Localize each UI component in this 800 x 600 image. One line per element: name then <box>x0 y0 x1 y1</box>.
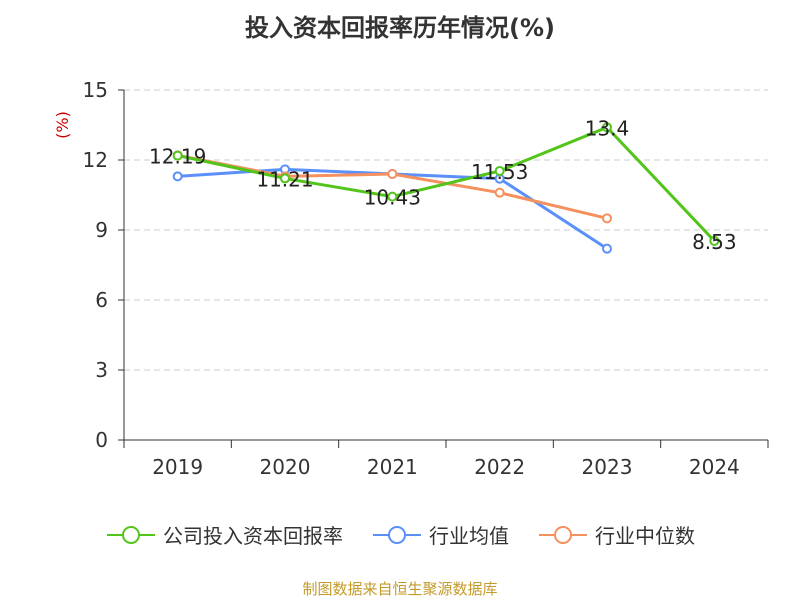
data-label: 11.21 <box>256 167 313 191</box>
y-tick-label: 3 <box>95 358 108 382</box>
data-label: 10.43 <box>364 186 421 210</box>
legend-swatch-company <box>107 525 155 544</box>
x-tick-label: 2024 <box>689 455 740 479</box>
legend-label-company: 公司投入资本回报率 <box>163 524 343 548</box>
data-label: 13.4 <box>585 116 630 140</box>
chart-title: 投入资本回报率历年情况(%) <box>245 14 555 42</box>
data-point <box>602 213 612 224</box>
data-point <box>172 171 183 182</box>
legend: 公司投入资本回报率 行业均值 行业中位数 <box>0 520 800 549</box>
y-tick-label: 0 <box>95 428 108 452</box>
gridlines <box>124 89 768 371</box>
y-tick-label: 15 <box>83 78 108 102</box>
data-label: 11.53 <box>471 160 528 184</box>
legend-label-industry-mean: 行业均值 <box>429 524 509 548</box>
data-point <box>709 235 720 246</box>
legend-swatch-industry-median <box>539 525 587 544</box>
x-tick-label: 2021 <box>367 455 418 479</box>
y-tick-label: 12 <box>83 148 108 172</box>
data-point <box>172 150 183 161</box>
data-point <box>494 165 505 176</box>
data-point <box>494 187 505 198</box>
legend-item-industry-mean[interactable]: 行业均值 <box>371 520 509 549</box>
series-line <box>177 125 716 242</box>
series-lines <box>172 122 720 254</box>
data-label: 12.19 <box>149 145 206 169</box>
y-tick-label: 9 <box>95 218 108 242</box>
data-point <box>602 243 612 254</box>
source-note: 制图数据来自恒生聚源数据库 <box>302 580 498 598</box>
y-axis-label: (%) <box>53 111 72 139</box>
x-tick-label: 2022 <box>474 455 525 479</box>
x-tick-label: 2023 <box>582 455 633 479</box>
legend-label-industry-median: 行业中位数 <box>595 524 695 548</box>
legend-item-company[interactable]: 公司投入资本回报率 <box>105 520 343 549</box>
data-label: 8.53 <box>692 230 737 254</box>
axes: 0 3 6 9 12 15 2019 2020 2021 2022 2023 2024 <box>83 78 769 479</box>
legend-swatch-industry-mean <box>373 525 421 544</box>
data-point <box>280 173 290 184</box>
data-point <box>387 191 398 202</box>
data-point <box>602 122 612 133</box>
data-point <box>387 169 398 179</box>
x-tick-label: 2019 <box>152 455 203 479</box>
x-tick-label: 2020 <box>260 455 311 479</box>
legend-item-industry-median[interactable]: 行业中位数 <box>537 520 695 549</box>
data-labels: 12.19 11.21 10.43 11.53 13.4 8.53 <box>149 116 737 254</box>
y-tick-label: 6 <box>95 288 108 312</box>
